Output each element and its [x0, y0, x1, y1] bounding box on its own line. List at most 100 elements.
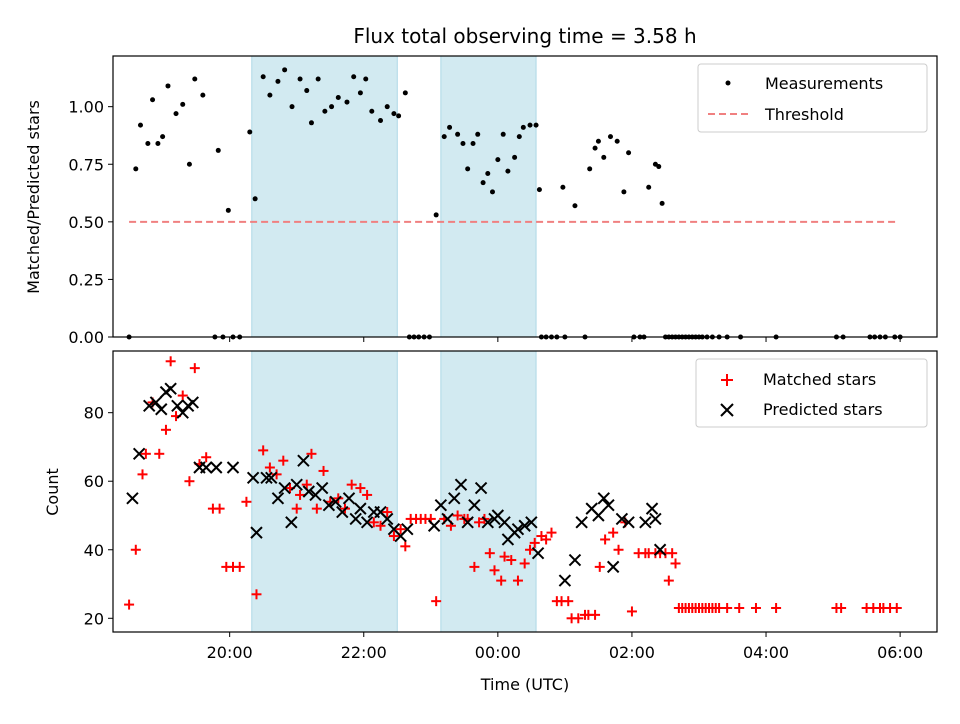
- measurement-point: [329, 104, 335, 110]
- predicted-star-point: [606, 560, 620, 574]
- predicted-star-point: [354, 502, 367, 515]
- predicted-star-point: [265, 471, 278, 484]
- measurement-point: [247, 129, 253, 135]
- predicted-star-point: [401, 522, 414, 536]
- measurement-point: [601, 154, 607, 160]
- predicted-star-point: [126, 492, 139, 505]
- predicted-star-point: [315, 481, 329, 495]
- predicted-star-point: [329, 495, 342, 508]
- predicted-star-point: [149, 396, 163, 409]
- measurement-point: [656, 164, 662, 170]
- matched-star-point: [663, 575, 674, 586]
- measurement-point: [447, 124, 453, 130]
- predicted-star-point: [427, 519, 441, 532]
- matched-star-point: [301, 479, 312, 490]
- y-tick-label: 0.00: [68, 328, 104, 347]
- predicted-star-point: [290, 478, 303, 491]
- predicted-star-point: [498, 516, 511, 529]
- predicted-star-point: [615, 512, 629, 526]
- predicted-star-point: [381, 512, 394, 526]
- measurement-point: [289, 104, 295, 110]
- predicted-star-point: [639, 516, 652, 529]
- predicted-star-point: [511, 522, 525, 536]
- predicted-star-point: [558, 574, 572, 587]
- matched-star-point: [306, 448, 317, 459]
- measurement-point: [396, 113, 402, 119]
- measurement-point: [614, 138, 620, 144]
- matched-star-point: [124, 599, 135, 610]
- shaded-interval: [251, 55, 398, 338]
- predicted-star-point: [260, 471, 273, 484]
- measurement-point: [626, 150, 632, 156]
- x-tick-label: 22:00: [341, 643, 387, 662]
- matched-star-point: [137, 469, 148, 480]
- predicted-star-point: [246, 471, 260, 484]
- measurement-point: [155, 141, 161, 147]
- predicted-star-point: [649, 512, 662, 526]
- matched-star-point: [258, 445, 269, 456]
- measurement-point: [304, 88, 310, 94]
- predicted-star-point: [142, 399, 156, 413]
- predicted-star-point: [481, 516, 494, 529]
- measurement-point: [512, 154, 518, 160]
- matched-star-point: [355, 483, 366, 494]
- matched-star-point: [368, 517, 379, 528]
- measurement-point: [433, 212, 439, 218]
- measurement-point: [489, 189, 495, 195]
- y-tick-label: 0.50: [68, 213, 104, 232]
- measurement-point: [133, 166, 139, 172]
- x-tick-label: 20:00: [207, 643, 253, 662]
- top-y-ticks: 0.00 0.25 0.50 0.75 1.00: [68, 98, 113, 347]
- top-x-ticks: [229, 337, 901, 342]
- measurement-point: [308, 120, 314, 126]
- predicted-star-point: [602, 499, 615, 512]
- matched-star-point: [667, 548, 678, 559]
- y-tick-label: 40: [84, 541, 104, 560]
- bottom-axes-frame: [112, 350, 938, 633]
- matched-star-point: [489, 565, 500, 576]
- bottom-y-axis-label: Count: [43, 468, 62, 516]
- measurement-point: [322, 108, 328, 114]
- legend-predicted-marker: [720, 403, 734, 417]
- matched-star-point: [563, 596, 574, 607]
- matched-star-point: [388, 531, 399, 542]
- legend-threshold-label: Threshold: [764, 105, 844, 124]
- bottom-legend-box: [695, 358, 928, 428]
- predicted-star-point: [186, 396, 199, 409]
- matched-star-point: [499, 551, 510, 562]
- measurement-point: [357, 90, 363, 96]
- matched-star-point: [241, 496, 252, 507]
- measurement-point: [441, 134, 447, 140]
- measurement-point: [165, 83, 171, 89]
- matched-star-point: [594, 561, 605, 572]
- top-legend-box: [697, 63, 928, 133]
- matched-star-point: [750, 603, 761, 614]
- shaded-interval: [440, 350, 537, 633]
- predicted-star-point: [454, 478, 468, 491]
- matched-star-points: [124, 356, 902, 624]
- matched-star-point: [362, 489, 373, 500]
- predicted-star-point: [622, 516, 635, 529]
- matched-star-point: [452, 510, 463, 521]
- predicted-star-point: [592, 509, 605, 522]
- matched-star-point: [431, 596, 442, 607]
- measurement-point: [592, 145, 598, 151]
- chart-title: Flux total observing time = 3.58 h: [353, 24, 696, 48]
- y-tick-label: 80: [84, 404, 104, 423]
- predicted-star-point: [285, 516, 298, 529]
- measurement-point: [475, 131, 481, 137]
- matched-star-point: [375, 520, 386, 531]
- matched-star-point: [165, 356, 176, 367]
- predicted-star-point: [474, 481, 488, 495]
- bottom-shaded-intervals: [251, 350, 537, 633]
- predicted-star-point: [164, 382, 177, 395]
- matched-star-point: [836, 603, 847, 614]
- bottom-x-ticks: 20:00 22:00 00:00 02:00 04:00 06:00: [207, 632, 923, 662]
- y-tick-label: 1.00: [68, 98, 104, 117]
- matched-star-point: [512, 575, 523, 586]
- matched-star-point: [722, 603, 733, 614]
- measurement-point: [465, 166, 471, 172]
- measurement-point: [527, 122, 533, 128]
- matched-star-point: [318, 465, 329, 476]
